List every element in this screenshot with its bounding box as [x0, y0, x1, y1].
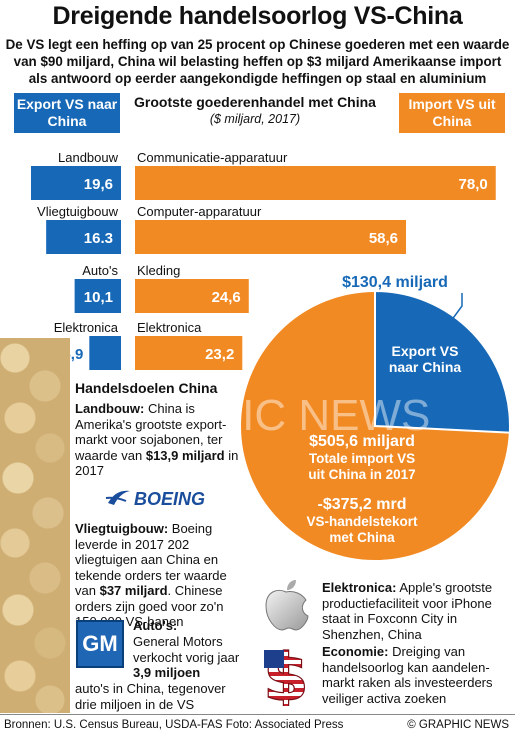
vliegtuig-bold: $37 miljard [99, 583, 168, 598]
economie-body: Dreiging van handelsoorlog kan aandelen-… [322, 644, 493, 706]
bar-export-category-2: Auto's [82, 263, 118, 278]
pie-deficit-label-1: VS-handelstekort [306, 514, 418, 529]
autos-head: Auto's: [133, 618, 178, 633]
bar-import-label-3: 23,2 [205, 346, 234, 363]
apple-logo [265, 580, 309, 631]
landbouw-bold: $13,9 miljard [145, 447, 225, 463]
bar-export-1 [46, 220, 121, 254]
bar-export-2 [74, 279, 121, 313]
bar-import-label-0: 78,0 [459, 176, 488, 193]
bar-import-category-0: Communicatie-apparatuur [137, 150, 288, 165]
pie-deficit-value: -$375,2 mrd [318, 496, 407, 513]
autos-text: Auto's: [75, 618, 250, 634]
bar-export-label-0: 19,6 [84, 176, 113, 193]
economie-head: Economie: [322, 644, 389, 659]
vliegtuig-text-1: Boeing leverde in 2017 202 vliegtuigen a… [75, 521, 227, 598]
footer: Bronnen: U.S. Census Bureau, USDA-FAS Fo… [0, 714, 515, 739]
pie-deficit-label-2: met China [329, 530, 395, 545]
bar-import-category-3: Elektronica [137, 320, 202, 335]
bar-export-label-1: 16.3 [84, 230, 113, 247]
pie-import-label-2: uit China in 2017 [308, 467, 415, 482]
pie-import-value: $505,6 miljard [309, 433, 415, 450]
autos-text-1: General Motors verkocht vorig jaar [133, 634, 240, 665]
bar-export-0 [31, 166, 121, 200]
soybeans-photo [0, 338, 70, 713]
landbouw-text-2: in 2017 [75, 447, 239, 479]
bar-import-category-2: Kleding [137, 263, 180, 278]
autos-body: General Motors verkocht vorig jaar 3,9 m… [133, 634, 251, 681]
sources: Bronnen: U.S. Census Bureau, USDA-FAS Fo… [4, 719, 344, 731]
bar-import-category-1: Computer-apparatuur [137, 204, 262, 219]
vliegtuig-head: Vliegtuigbouw: [75, 521, 169, 536]
bar-chart: 19,6 Landbouw 78,0 Communicatie-apparatuur 1… [31, 150, 496, 370]
landbouw-text: Landbouw: China is Amerika's grootste ex… [75, 401, 247, 479]
bar-export-3 [89, 336, 121, 370]
bar-export-category-3: Elektronica [54, 320, 119, 335]
elektronica-body: Apple's grootste productiefaciliteit voo… [322, 580, 493, 642]
bar-export-label-2: 10,1 [84, 289, 113, 306]
elektronica-text: Elektronica: Apple's grootste productief… [322, 580, 508, 642]
boeing-logo: BOEING [105, 489, 205, 509]
landbouw-text-1: China is Amerika's grootste export-markt… [75, 401, 227, 463]
autos-bold: 3,9 miljoen [133, 665, 201, 680]
bar-import-1 [135, 220, 407, 254]
bar-import-0 [135, 166, 496, 200]
boeing-logo-text: BOEING [134, 489, 205, 509]
page-title: Dreigende handelsoorlog VS-China [52, 2, 463, 30]
pie-import-label-1: Totale import VS [309, 451, 415, 466]
section-heading: Handelsdoelen China [75, 380, 218, 396]
bar-export-category-1: Vliegtuigbouw [37, 204, 119, 219]
economie-text: Economie: Dreiging van handelsoorlog kan… [322, 644, 508, 706]
chart-title: Grootste goederenhandel met China [134, 94, 376, 110]
bar-import-label-2: 24,6 [212, 289, 241, 306]
elektronica-head: Elektronica: [322, 580, 397, 595]
svg-text:$: $ [263, 640, 309, 706]
intro-text: De VS legt een heffing op van 25 procent… [5, 37, 510, 86]
landbouw-head: Landbouw: [75, 401, 145, 416]
credit: © GRAPHIC NEWS [407, 719, 509, 731]
bar-import-2 [135, 279, 249, 313]
autos-tail: auto's in China, tegenover drie miljoen … [75, 681, 226, 712]
bar-import-3 [135, 336, 243, 370]
bar-export-category-0: Landbouw [58, 150, 119, 165]
bar-import-label-1: 58,6 [369, 230, 398, 247]
chart-subtitle: ($ miljard, 2017) [209, 112, 301, 126]
legend-import: Import VS uit China [399, 93, 505, 133]
legend-export: Export VS naar China [14, 93, 120, 133]
vliegtuig-text: Vliegtuigbouw: Boeing leverde in 2017 20… [75, 521, 250, 630]
dollar-flag-icon: $ [262, 640, 309, 706]
gm-logo: GM [76, 620, 124, 668]
vliegtuig-text-2: . Chinese orders zijn goed voor zo'n 150… [75, 583, 224, 629]
